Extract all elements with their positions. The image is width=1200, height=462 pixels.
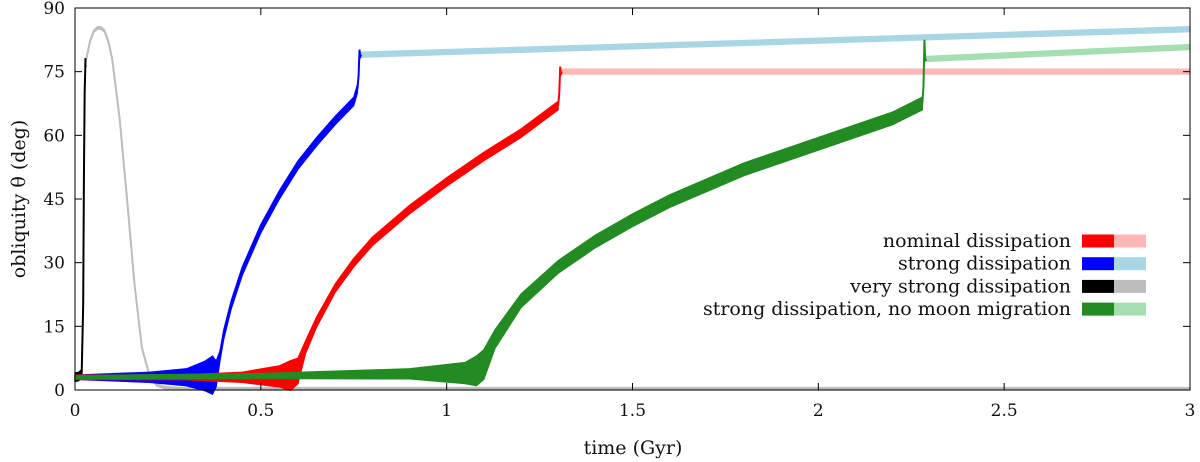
series-strong-dissipation-transition (356, 49, 363, 89)
series-very-strong-dissipation-continuation (84, 26, 1191, 391)
legend-label: very strong dissipation (849, 275, 1071, 297)
series-nominal-dissipation-transition (557, 66, 563, 106)
legend-label: strong dissipation, no moon migration (703, 298, 1071, 320)
series-strong-dissipation-no-moon-migration-continuation-line (926, 46, 1191, 60)
series-strong-dissipation-no-moon-migration-band (74, 96, 923, 387)
legend-swatch-dark (1082, 257, 1114, 271)
y-tick-label: 30 (43, 254, 65, 274)
series-strong-dissipation-no-moon-migration (74, 43, 1191, 387)
series-nominal-dissipation-band (74, 100, 559, 392)
y-tick-label: 90 (43, 0, 65, 19)
x-tick-label: 0 (70, 401, 81, 421)
series-strong-dissipation-no-moon-migration-line (74, 102, 923, 379)
series-very-strong-dissipation (74, 26, 1191, 391)
x-axis-label: time (Gyr) (584, 437, 683, 459)
y-tick-label: 60 (43, 126, 65, 146)
y-axis-label: obliquity θ (deg) (8, 120, 30, 279)
legend-item: nominal dissipation (883, 230, 1146, 252)
series-very-strong-dissipation-line (74, 63, 87, 379)
series-strong-dissipation-band (74, 84, 359, 396)
legend-item: very strong dissipation (849, 275, 1146, 297)
legend-swatch-light (1114, 279, 1146, 293)
legend-swatch-light (1114, 234, 1146, 248)
legend-label: strong dissipation (898, 253, 1071, 275)
legend-swatch-dark (1082, 234, 1114, 248)
x-tick-label: 1 (441, 401, 452, 421)
series-strong-dissipation-no-moon-migration-transition (921, 39, 928, 104)
spike-layer (84, 39, 928, 106)
plot-frame (74, 7, 1191, 391)
legend-swatch-light (1114, 257, 1146, 271)
y-tick-label: 75 (43, 63, 65, 83)
series-strong-dissipation-continuation-line (361, 28, 1191, 56)
legend-item: strong dissipation (898, 253, 1146, 275)
legend-label: nominal dissipation (883, 230, 1071, 252)
series-strong-dissipation (74, 26, 1191, 396)
legend-item: strong dissipation, no moon migration (703, 298, 1146, 320)
x-tick-label: 1.5 (619, 401, 646, 421)
series-very-strong-dissipation-continuation-line (84, 26, 1190, 390)
series-strong-dissipation-line (75, 88, 359, 379)
y-tick-label: 15 (43, 317, 65, 337)
series-layer (74, 26, 1191, 396)
legend-swatch-dark (1082, 279, 1114, 293)
x-tick-label: 0.5 (247, 401, 274, 421)
x-tick-label: 2.5 (991, 401, 1018, 421)
y-tick-label: 0 (54, 381, 65, 401)
legend-swatch-light (1114, 302, 1146, 316)
x-tick-label: 2 (813, 401, 824, 421)
x-tick-label: 3 (1185, 401, 1196, 421)
y-tick-label: 45 (43, 190, 65, 210)
legend-swatch-dark (1082, 302, 1114, 316)
